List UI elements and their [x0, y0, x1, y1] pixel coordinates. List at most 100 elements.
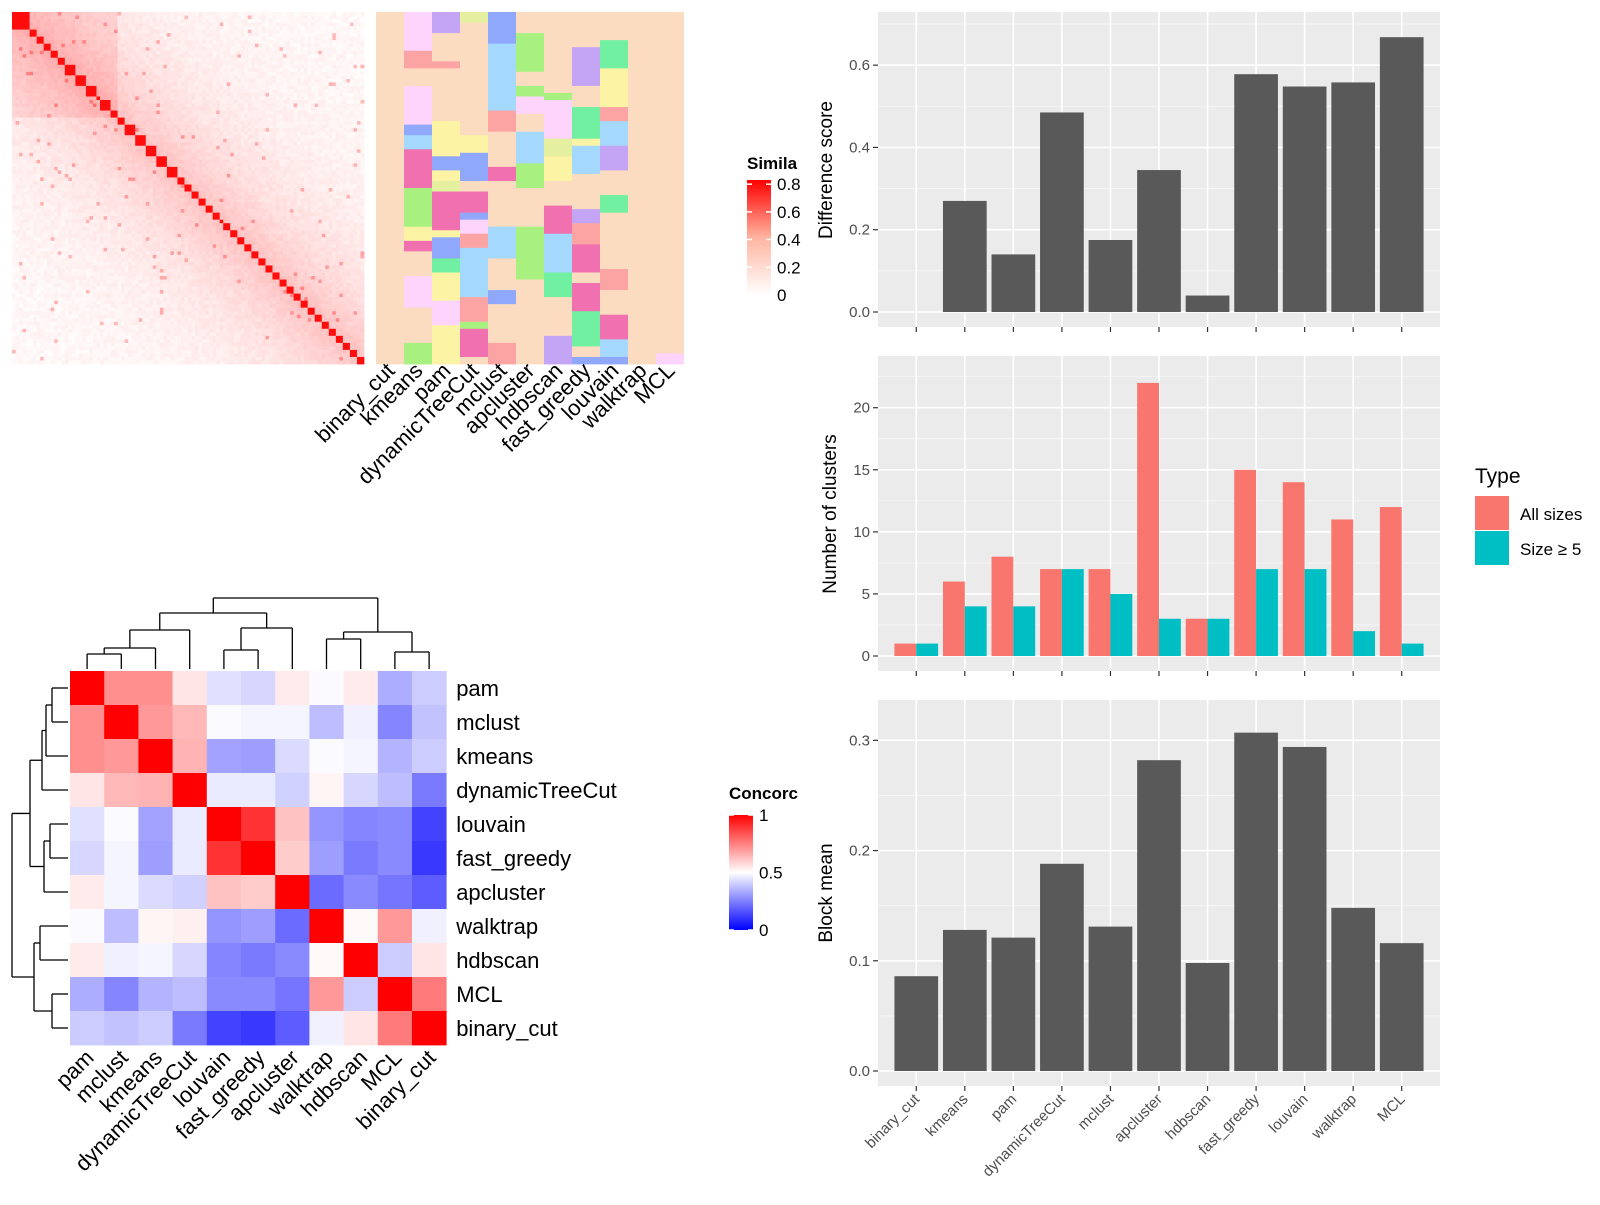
heatmap-cell: [19, 92, 23, 97]
heatmap-cell: [68, 180, 73, 185]
heatmap-cell: [156, 89, 161, 94]
heatmap-cell: [342, 61, 347, 66]
heatmap-cell: [26, 152, 30, 157]
heatmap-cell: [103, 110, 108, 115]
heatmap-cell: [339, 184, 344, 189]
heatmap-cell: [300, 54, 305, 59]
heatmap-cell: [188, 173, 192, 178]
heatmap-cell: [68, 103, 73, 108]
heatmap-cell: [142, 96, 147, 101]
heatmap-cell: [142, 61, 147, 66]
heatmap-cell: [349, 96, 354, 101]
heatmap-cell: [272, 128, 277, 133]
heatmap-cell: [279, 54, 284, 59]
heatmap-cell: [205, 29, 210, 34]
heatmap-cell: [314, 138, 319, 143]
heatmap-cell: [279, 68, 284, 73]
heatmap-cell: [346, 33, 351, 38]
heatmap-cell: [50, 96, 55, 101]
heatmap-cell: [61, 29, 66, 34]
heatmap-cell: [198, 89, 203, 94]
heatmap-cell: [219, 89, 224, 94]
heatmap-cell: [152, 75, 157, 80]
heatmap-cell: [247, 68, 252, 73]
heatmap-cell: [19, 64, 23, 69]
heatmap-cell: [103, 156, 108, 161]
heatmap-cell: [360, 166, 365, 171]
heatmap-cell: [26, 54, 30, 59]
heatmap-cell: [15, 68, 20, 73]
heatmap-cell: [360, 26, 365, 30]
heatmap-cell: [279, 166, 284, 171]
heatmap-cell: [145, 36, 150, 41]
heatmap-cell: [142, 26, 147, 30]
heatmap-cell: [314, 135, 319, 140]
heatmap-cell: [57, 152, 62, 157]
heatmap-cell: [244, 128, 249, 133]
heatmap-cell: [325, 75, 330, 80]
heatmap-cell: [212, 92, 217, 97]
heatmap-cell: [117, 22, 122, 27]
heatmap-cell: [19, 15, 23, 20]
heatmap-cell: [286, 131, 291, 136]
heatmap-cell: [131, 166, 136, 171]
heatmap-cell: [272, 47, 277, 52]
heatmap-cell: [258, 40, 263, 45]
heatmap-cell: [233, 103, 238, 108]
heatmap-cell: [195, 103, 199, 108]
heatmap-cell: [318, 177, 323, 182]
heatmap-cell: [223, 103, 228, 108]
heatmap-cell: [170, 26, 175, 30]
heatmap-cell: [332, 33, 337, 38]
heatmap-cell: [50, 82, 55, 87]
heatmap-cell: [353, 145, 358, 150]
heatmap-cell: [180, 124, 185, 129]
heatmap-cell: [233, 82, 238, 87]
heatmap-cell: [54, 159, 59, 164]
heatmap-cell: [57, 19, 62, 23]
heatmap-cell: [356, 156, 361, 161]
heatmap-cell: [195, 96, 199, 101]
heatmap-cell: [82, 54, 87, 59]
heatmap-cell: [195, 85, 199, 90]
heatmap-cell: [128, 71, 133, 76]
heatmap-cell: [152, 103, 157, 108]
heatmap-cell: [75, 177, 80, 182]
heatmap-cell: [233, 124, 238, 129]
heatmap-cell: [226, 75, 231, 80]
heatmap-cell: [297, 85, 302, 90]
heatmap-cell: [159, 57, 164, 62]
heatmap-cell: [188, 114, 192, 118]
heatmap-cell: [107, 180, 111, 185]
heatmap-cell: [180, 22, 185, 27]
heatmap-cell: [332, 71, 337, 76]
heatmap-cell: [314, 117, 319, 122]
heatmap-cell: [247, 149, 252, 154]
heatmap-cell: [166, 92, 171, 97]
heatmap-cell: [22, 128, 27, 133]
heatmap-cell: [293, 131, 298, 136]
heatmap-cell: [75, 40, 80, 45]
heatmap-cell: [223, 68, 228, 73]
heatmap-cell: [195, 100, 199, 104]
heatmap-cell: [82, 15, 87, 20]
heatmap-cell: [356, 85, 361, 90]
heatmap-cell: [57, 103, 62, 108]
heatmap-cell: [191, 43, 196, 48]
heatmap-cell: [307, 29, 312, 34]
heatmap-cell: [254, 142, 259, 147]
heatmap-cell: [68, 145, 73, 150]
heatmap-cell: [335, 26, 340, 30]
heatmap-cell: [117, 107, 122, 111]
heatmap-cell: [230, 184, 235, 189]
heatmap-cell: [100, 163, 104, 168]
heatmap-cell: [71, 103, 76, 108]
heatmap-cell: [135, 29, 140, 34]
heatmap-cell: [342, 159, 347, 164]
heatmap-cell: [149, 47, 154, 52]
heatmap-cell: [131, 149, 136, 154]
heatmap-cell: [247, 152, 252, 157]
heatmap-cell: [346, 57, 351, 62]
heatmap-cell: [36, 89, 41, 94]
heatmap-cell: [307, 131, 312, 136]
